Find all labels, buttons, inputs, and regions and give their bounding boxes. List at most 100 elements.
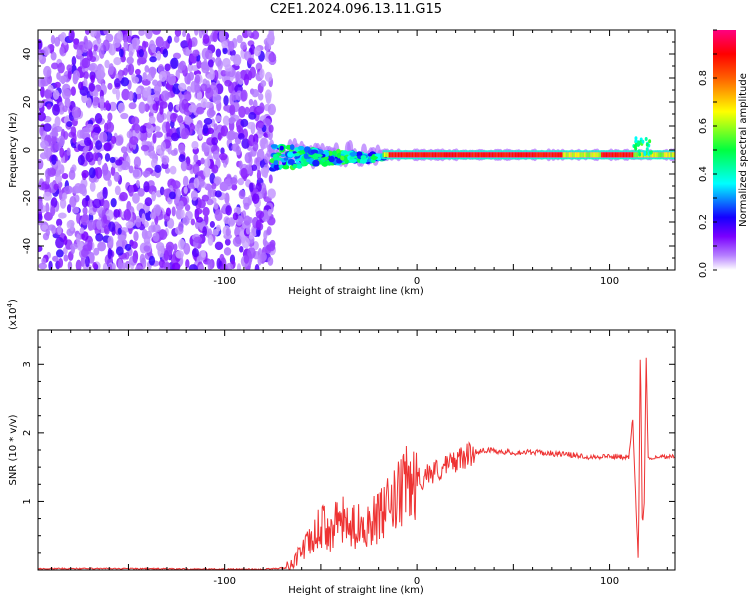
heatmap-cell: [260, 80, 267, 87]
heatmap-cell: [614, 152, 617, 158]
heatmap-cell: [173, 243, 178, 251]
heatmap-cell: [102, 214, 107, 224]
heatmap-cell: [174, 30, 182, 37]
heatmap-cell: [517, 157, 520, 160]
heatmap-cell: [214, 190, 222, 198]
heatmap-cell: [397, 152, 400, 158]
x-tick-label: 0: [414, 576, 420, 587]
heatmap-cell: [143, 245, 151, 252]
heatmap-cell: [388, 152, 391, 158]
heatmap-cell: [89, 30, 97, 38]
heatmap-cell: [118, 48, 124, 58]
heatmap-cell: [416, 150, 418, 152]
heatmap-cell: [550, 150, 552, 152]
heatmap-cell: [542, 152, 544, 158]
heatmap-cell: [556, 157, 558, 160]
heatmap-cell: [321, 158, 326, 162]
heatmap-cell: [639, 157, 641, 160]
heatmap-cell: [147, 95, 152, 106]
heatmap-cell: [113, 78, 121, 88]
heatmap-cell: [396, 150, 398, 152]
heatmap-cell: [511, 150, 514, 152]
heatmap-cell: [119, 191, 128, 202]
heatmap-cell: [80, 256, 86, 268]
heatmap-cell: [481, 152, 483, 158]
heatmap-cell: [178, 200, 184, 209]
heatmap-cell: [209, 189, 217, 198]
heatmap-cell: [51, 225, 57, 235]
heatmap-cell: [244, 152, 252, 164]
heatmap-cell: [384, 150, 386, 152]
heatmap-cell: [254, 264, 260, 270]
heatmap-cell: [670, 150, 672, 152]
heatmap-cell: [437, 150, 440, 152]
heatmap-cell: [574, 150, 577, 152]
heatmap-cell: [587, 150, 589, 152]
heatmap-cell: [422, 152, 424, 158]
heatmap-cell: [618, 152, 620, 158]
heatmap-cell: [457, 157, 460, 160]
heatmap-cell: [62, 105, 68, 113]
heatmap-cell: [476, 152, 478, 158]
heatmap-cell: [310, 149, 319, 154]
heatmap-cell: [71, 185, 81, 194]
heatmap-cell: [161, 155, 170, 165]
heatmap-cell: [444, 150, 446, 152]
heatmap-cell: [517, 150, 520, 152]
heatmap-cell: [240, 167, 248, 180]
heatmap-cell: [212, 31, 218, 43]
heatmap-cell: [413, 150, 415, 152]
heatmap-cell: [390, 150, 392, 152]
heatmap-cell: [132, 253, 138, 264]
heatmap-cell: [554, 150, 557, 152]
heatmap-cell: [416, 152, 418, 158]
heatmap-cell: [585, 150, 588, 152]
heatmap-cell: [178, 143, 186, 154]
heatmap-cell: [292, 163, 297, 169]
heatmap-cell: [507, 157, 509, 160]
heatmap-cell: [129, 136, 139, 146]
heatmap-cell: [69, 196, 77, 208]
heatmap-cell: [103, 199, 110, 211]
heatmap-cell: [625, 152, 628, 158]
heatmap-cell: [636, 157, 638, 160]
heatmap-cell: [123, 41, 129, 52]
heatmap-cell: [175, 188, 181, 200]
heatmap-cell: [474, 152, 477, 158]
heatmap-cell: [462, 152, 464, 158]
heatmap-cell: [430, 152, 432, 158]
heatmap-cell: [659, 150, 662, 152]
heatmap-cell: [105, 100, 110, 111]
heatmap-cell: [459, 157, 461, 160]
heatmap-cell: [145, 30, 153, 40]
heatmap-cell: [430, 150, 432, 152]
heatmap-cell: [424, 152, 426, 158]
heatmap-cell: [465, 150, 468, 152]
heatmap-cell: [464, 157, 466, 160]
heatmap-cell: [550, 152, 552, 158]
heatmap-cell: [171, 206, 176, 217]
heatmap-cell: [548, 150, 551, 152]
heatmap-cell: [55, 237, 65, 249]
heatmap-cell: [390, 157, 392, 160]
heatmap-cell: [648, 157, 651, 160]
heatmap-cell: [565, 150, 568, 152]
heatmap-cell: [519, 150, 521, 152]
heatmap-cell: [625, 157, 628, 160]
heatmap-cell: [237, 177, 245, 186]
heatmap-cell: [264, 89, 272, 102]
heatmap-cell: [473, 152, 475, 158]
heatmap-cell: [487, 157, 489, 160]
heatmap-cell: [194, 74, 201, 84]
heatmap-cell: [222, 47, 228, 55]
heatmap-cell: [81, 57, 91, 69]
heatmap-cell: [599, 150, 601, 152]
heatmap-cell: [567, 150, 569, 152]
heatmap-cell: [200, 251, 207, 258]
heatmap-cell: [608, 150, 611, 152]
heatmap-cell: [125, 221, 135, 229]
heatmap-cell: [68, 30, 75, 41]
heatmap-cell: [399, 150, 401, 152]
svg-text:(x104): (x104): [6, 299, 19, 330]
heatmap-cell: [131, 116, 140, 126]
